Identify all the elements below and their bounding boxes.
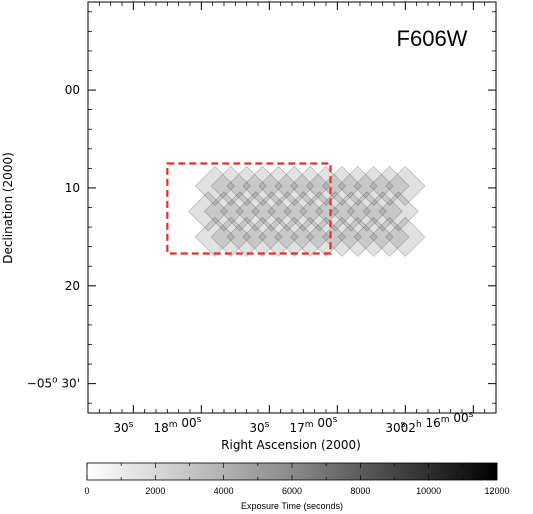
exposure-tile: [258, 165, 299, 207]
exposure-tile: [274, 165, 315, 207]
x-tick-label: 30s: [249, 420, 269, 435]
y-tick-label: 10: [65, 181, 80, 195]
exposure-tile: [235, 191, 276, 232]
exposure-tile: [305, 216, 347, 257]
exposure-tile: [219, 191, 260, 232]
y-tick-label: −05o 30': [27, 376, 80, 391]
exposure-tile: [210, 216, 251, 257]
exposure-tile: [274, 216, 315, 257]
exposure-tile: [226, 216, 267, 257]
exposure-tile: [194, 165, 236, 207]
y-axis: 00 10 20 −05o 30': [27, 11, 496, 404]
exposure-tile: [203, 191, 245, 232]
exposure-tile: [346, 191, 387, 232]
colorbar-title: Exposure Time (seconds): [241, 501, 343, 511]
exposure-tile: [369, 165, 410, 207]
colorbar-tick-label: 2000: [145, 486, 165, 496]
exposure-tile: [385, 216, 426, 257]
exposure-tile: [258, 216, 299, 257]
colorbar-tick-label: 8000: [350, 486, 370, 496]
exposure-tile: [353, 216, 394, 257]
exposure-tile: [378, 191, 419, 232]
colorbar-tick-label: 6000: [282, 486, 302, 496]
exposure-tile: [267, 191, 308, 232]
exposure-tile: [210, 165, 251, 207]
exposure-tile: [194, 216, 236, 257]
exposure-tile: [299, 191, 340, 232]
exposure-tile: [330, 191, 372, 232]
exposure-tile: [188, 191, 229, 232]
exposure-tile: [321, 216, 362, 257]
exposure-tile: [290, 216, 331, 257]
exposure-tile: [242, 216, 283, 257]
exposure-tiles: [188, 165, 426, 257]
exposure-tile: [283, 191, 324, 232]
exposure-tile: [385, 165, 426, 207]
exposure-tile: [226, 165, 267, 207]
x-tick-label: 30s: [113, 420, 133, 435]
y-axis-title: Declination (2000): [1, 152, 15, 264]
x-tick-label: 02h 16m 00s: [401, 410, 474, 435]
filter-label: F606W: [397, 26, 468, 51]
exposure-tile: [337, 216, 378, 257]
exposure-tile: [321, 165, 362, 207]
y-tick-label: 20: [65, 279, 80, 293]
colorbar-tick-label: 12000: [484, 486, 509, 496]
x-tick-label: 30s: [385, 420, 405, 435]
exposure-tile: [369, 216, 410, 257]
exposure-tile: [353, 165, 394, 207]
x-axis-title: Right Ascension (2000): [221, 438, 361, 452]
exposure-tile: [337, 165, 378, 207]
x-tick-label: 17m 00s: [289, 415, 337, 435]
exposure-tile: [362, 191, 403, 232]
colorbar-tick-label: 0: [84, 486, 89, 496]
x-tick-label: 18m 00s: [153, 415, 201, 435]
exposure-tile: [242, 165, 283, 207]
y-tick-label: 00: [65, 83, 80, 97]
exposure-tile: [314, 191, 356, 232]
dashed-region-box: [166, 162, 332, 255]
exposure-tile: [305, 165, 347, 207]
exposure-tile: [290, 165, 331, 207]
exposure-tile: [251, 191, 292, 232]
colorbar-ticks: 0 2000 4000 6000 8000 10000 12000: [84, 463, 510, 496]
colorbar-tick-label: 4000: [214, 486, 234, 496]
colorbar-tick-label: 10000: [416, 486, 441, 496]
